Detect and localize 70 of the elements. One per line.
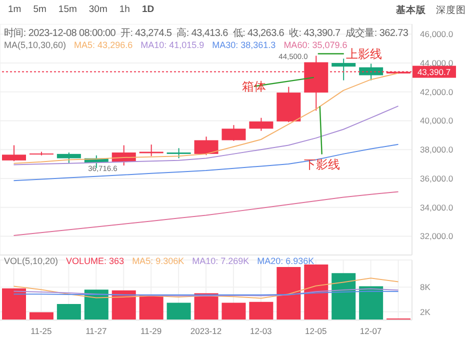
candlestick <box>359 63 384 81</box>
text: 深度图 <box>436 4 466 17</box>
text: MA5: 43,296.6 <box>74 40 133 50</box>
y-tick-label: 42,000.0 <box>420 86 454 97</box>
y-tick-label: 46,000.0 <box>420 29 454 40</box>
bar <box>304 264 328 320</box>
annotation: 低: 43,263.6 <box>232 27 284 40</box>
candlestick <box>332 58 356 81</box>
candlestick <box>194 136 218 156</box>
bar <box>332 273 356 320</box>
text: VOLUME: 363 <box>66 256 124 266</box>
bar <box>112 290 136 320</box>
text: 30m <box>88 4 108 15</box>
text: MA5: 9.306K <box>132 256 184 266</box>
line-series <box>13 278 399 299</box>
bar <box>29 312 54 320</box>
text: MA10: 41,015.9 <box>140 40 204 50</box>
candlestick <box>249 117 274 132</box>
annotation: 上影线 <box>346 46 382 61</box>
text: 1m <box>8 4 22 15</box>
x-tick-label: 12-07 <box>360 326 382 336</box>
y-tick-label: 34,000.0 <box>420 202 454 212</box>
text: 1h <box>119 4 130 15</box>
x-tick-label: 12-03 <box>250 326 272 336</box>
annotation: 时间: 2023-12-08 08:00:00 <box>4 26 116 40</box>
line-series <box>13 144 399 182</box>
x-tick-label: 11-29 <box>140 326 162 336</box>
annotation: 成交量: 362.73 <box>345 26 408 40</box>
bar <box>56 304 81 320</box>
bar <box>194 293 218 320</box>
bar <box>222 302 246 320</box>
text: 5m <box>33 4 46 15</box>
y-tick-label: 44,000.0 <box>420 58 454 68</box>
annotation: MA(5,10,30,60) <box>4 40 66 50</box>
candlestick <box>56 152 81 164</box>
annotation: 开: 43,274.5 <box>120 27 172 40</box>
y-tick-label: 38,000.0 <box>420 144 454 155</box>
y-tick-label: 8K <box>420 282 431 292</box>
x-tick-label: 11-27 <box>86 326 107 336</box>
x-tick-label: 11-25 <box>30 326 52 336</box>
annotation: 高: 43,413.6 <box>176 26 228 40</box>
bar <box>166 302 191 320</box>
bar <box>139 294 164 320</box>
line-series <box>13 191 399 236</box>
y-tick-label: 32,000.0 <box>420 231 454 242</box>
y-tick-label: 2K <box>420 306 431 317</box>
text: 1D <box>142 4 154 15</box>
annotation: 收: 43,390.7 <box>289 27 340 40</box>
line-series <box>13 288 399 296</box>
candlestick <box>2 144 26 162</box>
bar <box>249 302 274 320</box>
bar <box>84 290 108 320</box>
text: MA20: 6.936K <box>257 256 314 266</box>
annotation: 下影线 <box>304 157 340 172</box>
text: MA10: 7.269K <box>192 256 250 266</box>
y-tick-label: 36,000.0 <box>420 174 454 184</box>
bar <box>2 288 26 320</box>
x-tick-label: 2023-12 <box>190 326 222 336</box>
x-tick-label: 12-05 <box>304 326 328 336</box>
text: 基本版 <box>396 4 426 17</box>
y-tick-label: 40,000.0 <box>420 116 454 126</box>
bar <box>276 266 301 320</box>
bar <box>359 286 384 320</box>
text: MA30: 38,361.3 <box>212 40 276 50</box>
candlestick <box>166 148 191 159</box>
annotation: VOL(5,10,20) <box>4 256 58 266</box>
candlestick <box>222 124 246 142</box>
ref-line-label: 43,390.7 <box>417 66 451 77</box>
text: MA60: 35,079.6 <box>284 40 348 50</box>
text: 15m <box>58 4 77 15</box>
